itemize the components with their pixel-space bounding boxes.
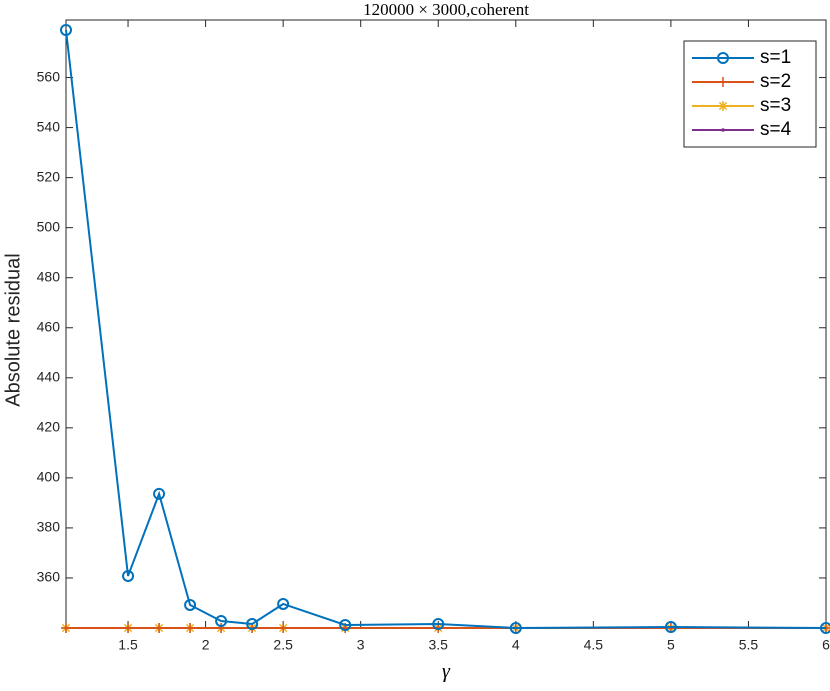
x-axis-label: γ [442,661,451,683]
marker [185,623,196,633]
marker [664,620,677,633]
marker [278,623,289,633]
legend-label: s=1 [760,47,791,68]
marker [277,597,290,610]
marker [432,617,445,630]
marker [154,623,165,633]
marker [339,618,352,631]
y-tick-label: 420 [37,419,61,435]
marker [60,24,72,37]
x-tick-label: 5.5 [739,637,759,653]
chart-title: 120000 × 3000,coherent [363,0,529,19]
legend-label: s=2 [760,71,791,92]
marker [509,622,522,634]
legend-label: s=3 [760,95,791,116]
y-tick-label: 560 [37,68,61,84]
y-tick-label: 460 [37,318,61,334]
x-tick-label: 5 [667,637,675,653]
y-tick-label: 400 [37,469,61,485]
marker [721,128,725,132]
marker [216,623,227,633]
y-tick-label: 540 [37,118,61,134]
marker [246,617,259,630]
marker [61,623,71,633]
x-tick-label: 2.5 [273,637,293,653]
x-tick-label: 4 [512,637,520,653]
marker [122,569,135,582]
marker [717,52,729,64]
legend: s=1 s=2 s=3 s=4 [683,40,817,148]
y-tick-label: 440 [37,368,61,384]
marker [123,623,134,633]
marker [184,598,197,611]
marker [718,77,728,87]
y-tick-label: 500 [37,218,61,234]
y-tick-label: 380 [37,519,61,535]
y-tick-label: 360 [37,569,61,585]
x-tick-label: 4.5 [584,637,604,653]
legend-box [683,40,817,148]
marker [153,487,166,500]
y-axis-label: Absolute residual [2,253,24,406]
x-tick-label: 3.5 [429,637,449,653]
x-tick-label: 2 [202,637,210,653]
series-line [65,29,827,630]
x-tick-label: 6 [822,637,830,653]
marker [820,622,830,634]
x-tick-label: 1.5 [118,637,138,653]
marker [215,614,228,627]
marker [718,101,728,111]
y-tick-label: 480 [37,268,61,284]
x-tick-label: 3 [357,637,365,653]
y-tick-label: 520 [37,168,61,184]
legend-label: s=4 [760,119,792,140]
